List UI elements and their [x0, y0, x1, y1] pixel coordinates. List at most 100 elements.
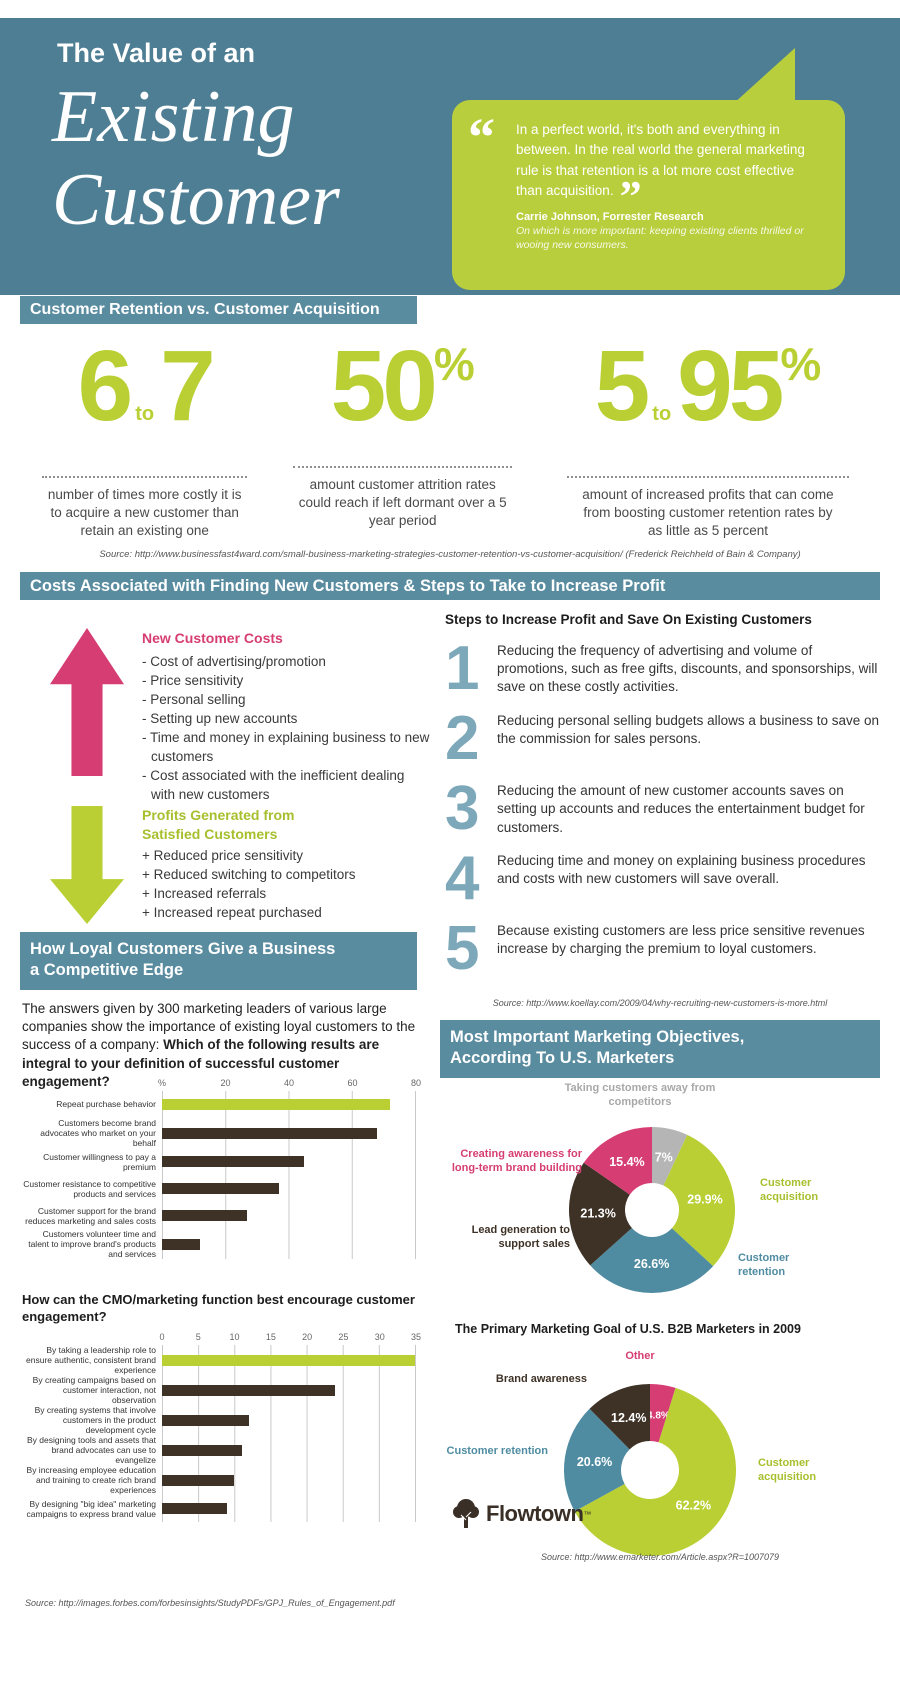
bar: [162, 1099, 390, 1110]
engagement-results-bar-chart: % 20 40 60 80 Repeat purchase behavior Custome…: [22, 1078, 421, 1260]
list-item: - Personal selling: [142, 692, 246, 707]
b2b-goal-donut-chart: 4.8% 62.2% 20.6% 12.4% Other Customer acquisi…: [440, 1345, 880, 1570]
page-title-line1: Existing: [52, 76, 295, 158]
section-banner-loyal: How Loyal Customers Give a Business a Co…: [20, 932, 417, 990]
pie-slice: [589, 1384, 650, 1450]
step-text: Because existing customers are less pric…: [497, 923, 865, 957]
bar-category-label: By taking a leadership role to ensure au…: [26, 1345, 156, 1376]
stat-number: 5 to95%: [536, 330, 880, 470]
bar: [162, 1414, 249, 1426]
b2b-chart-title: The Primary Marketing Goal of U.S. B2B M…: [455, 1322, 801, 1336]
step-text: Reducing personal selling budgets allows…: [497, 713, 879, 747]
bar-category-label: Customer resistance to competitive produ…: [23, 1178, 156, 1199]
pie-slice-percent: 26.6%: [634, 1257, 669, 1271]
axis-tick: 10: [229, 1332, 240, 1342]
bar-row: Customer willingness to pay a premium: [22, 1148, 416, 1176]
logo-text: Flowtown: [486, 1501, 584, 1526]
bar-category-label: By increasing employee education and tra…: [26, 1465, 156, 1496]
bar-row: By increasing employee education and tra…: [22, 1465, 416, 1496]
up-arrow-icon: [50, 628, 124, 776]
bar: [162, 1384, 336, 1396]
stat-block: 5 to95% amount of increased profits that c…: [536, 330, 880, 539]
bar-plot-cell: [162, 1175, 416, 1203]
quote-bubble: “ In a perfect world, it's both and ever…: [452, 48, 845, 290]
profits-list: + Reduced price sensitivity + Reduced swi…: [142, 846, 430, 922]
axis-tick: 15: [265, 1332, 276, 1342]
bar-category-label: Customers become brand advocates who mar…: [40, 1118, 156, 1149]
step-item: 2 Reducing personal selling budgets allow…: [445, 704, 880, 774]
bar-plot-cell: [162, 1375, 416, 1406]
bar-row: By creating systems that involve custome…: [22, 1405, 416, 1436]
bar: [162, 1444, 242, 1456]
list-item: + Increased referrals: [142, 886, 267, 901]
donut-slice-label: Creating awareness for long-term brand b…: [451, 1148, 582, 1174]
bar-row: By designing tools and assets that brand…: [22, 1435, 416, 1466]
donut-slice-label: Lead generation to support sales: [471, 1224, 570, 1250]
step-number: 4: [445, 844, 480, 914]
loyal-intro: The answers given by 300 marketing leade…: [22, 1000, 424, 1091]
bar-category-label: By creating campaigns based on customer …: [32, 1375, 156, 1406]
quote-text: In a perfect world, it's both and everyt…: [516, 122, 805, 221]
bar: [162, 1127, 378, 1139]
list-item: + Increased repeat purchased: [142, 905, 322, 920]
steps-list: 1 Reducing the frequency of advertising a…: [445, 634, 880, 990]
stat-number: 50%: [269, 330, 536, 460]
step-item: 4 Reducing time and money on explaining b…: [445, 844, 880, 914]
axis-tick-labels: % 20 40 60 80: [158, 1078, 421, 1091]
list-item: - Cost associated with the inefficient d…: [142, 768, 405, 802]
axis-tick: 25: [338, 1332, 349, 1342]
axis-tick-labels: 0 5 10 15 20 25 30 35: [159, 1332, 421, 1345]
objectives-donut-chart: 7% 29.9% 26.6% 21.3% 15.4% Taking customers a…: [440, 1082, 880, 1304]
donut-slice-label: Customer acquisition: [760, 1177, 819, 1203]
bar: [162, 1238, 200, 1250]
tree-icon: [453, 1499, 479, 1528]
bar-row: Customers become brand advocates who mar…: [22, 1118, 416, 1149]
pie-slice: [650, 1384, 676, 1443]
donut-slice-label: Other: [625, 1350, 655, 1362]
page-title: Existing Customer: [52, 76, 340, 242]
bar-row: Repeat purchase behavior: [22, 1091, 416, 1118]
donut1-svg: 7% 29.9% 26.6% 21.3% 15.4%: [569, 1127, 735, 1293]
dotted-divider: [42, 476, 247, 478]
bar-plot-cell: [162, 1345, 416, 1376]
bar-plot-cell: [162, 1148, 416, 1176]
cmo-chart-title: How can the CMO/marketing function best …: [22, 1292, 415, 1324]
source-retention: Source: http://www.businessfast4ward.com…: [99, 549, 801, 560]
stat-percent-sign: %: [780, 338, 822, 390]
list-item: - Setting up new accounts: [142, 711, 298, 726]
loyal-intro-text: The answers given by 300 marketing leade…: [22, 1001, 416, 1053]
pie-slice: [583, 1127, 652, 1195]
bar-row: Customers volunteer time and talent to i…: [22, 1229, 416, 1260]
pie-slice: [564, 1408, 630, 1512]
stat-big-number: 7: [160, 330, 216, 442]
step-number: 2: [445, 704, 480, 774]
close-quote-icon: ”: [619, 171, 642, 221]
step-number: 1: [445, 634, 480, 703]
stat-description: amount of increased profits that can com…: [582, 487, 834, 538]
step-item: 3 Reducing the amount of new customer acc…: [445, 778, 880, 840]
logo-trademark: ™: [583, 1509, 592, 1519]
pie-slice: [574, 1387, 736, 1556]
bar-plot-cell: [162, 1202, 416, 1230]
bar-row: By taking a leadership role to ensure au…: [22, 1345, 416, 1376]
pie-slice-percent: 4.8%: [647, 1411, 670, 1422]
pie-slice-percent: 21.3%: [580, 1206, 615, 1220]
bar-row: By creating campaigns based on customer …: [22, 1375, 416, 1406]
stats-row: 6 to7 number of times more costly it is to…: [20, 330, 880, 539]
bar-category-label: Customers volunteer time and talent to i…: [28, 1229, 156, 1260]
donut-slice-label: Taking customers away from competitors: [564, 1082, 716, 1108]
bar-category-label: By designing "big idea" marketing campai…: [26, 1498, 156, 1519]
axis-tick: 60: [347, 1078, 358, 1088]
flowtown-logo: Flowtown ™: [452, 1498, 591, 1530]
bar: [162, 1210, 248, 1222]
pie-slice-percent: 15.4%: [609, 1155, 644, 1169]
new-customer-costs-heading: New Customer Costs: [142, 630, 283, 646]
cmo-encourage-bar-chart: 0 5 10 15 20 25 30 35 By taking a leadership rol…: [22, 1332, 421, 1523]
bar-row: Customer resistance to competitive produ…: [22, 1175, 416, 1203]
bar-row: Customer support for the brand reduces m…: [22, 1202, 416, 1230]
axis-tick: 0: [159, 1332, 165, 1342]
profits-heading: Profits Generated from Satisfied Custome…: [142, 807, 295, 842]
dotted-divider: [293, 466, 512, 468]
down-arrow-icon: [50, 806, 124, 924]
open-quote-icon: “: [468, 107, 495, 167]
